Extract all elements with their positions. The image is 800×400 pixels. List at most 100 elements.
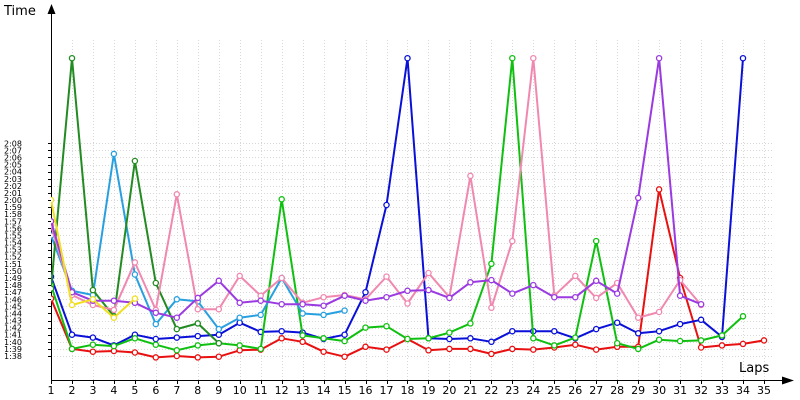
tick-labels: 1:381:391:401:411:421:431:441:451:461:47…: [4, 139, 771, 397]
y-tick-label: 1:41: [4, 331, 22, 340]
y-tick-label: 1:40: [4, 338, 22, 347]
data-point: [131, 271, 139, 278]
x-tick-label: 9: [215, 384, 222, 397]
data-point: [68, 345, 76, 353]
data-point: [655, 186, 663, 193]
x-tick-label: 10: [233, 384, 247, 397]
x-tick-label: 8: [194, 384, 201, 397]
data-point: [362, 324, 369, 331]
data-point: [194, 332, 202, 340]
data-point: [739, 54, 747, 62]
data-point: [341, 307, 348, 314]
y-tick-label: 1:50: [4, 267, 22, 276]
x-tick-label: 22: [484, 384, 498, 397]
data-point: [467, 172, 474, 180]
data-point: [760, 337, 768, 344]
data-point: [572, 341, 579, 348]
y-tick-label: 1:51: [4, 260, 22, 269]
y-tick-label: 1:43: [4, 317, 22, 326]
data-point: [509, 54, 516, 62]
data-point: [341, 353, 348, 360]
data-point: [509, 290, 516, 297]
y-tick-label: 2:03: [4, 175, 22, 184]
data-point: [236, 299, 243, 307]
x-tick-label: 11: [254, 384, 268, 397]
y-tick-label: 2:01: [4, 189, 22, 198]
data-point: [634, 314, 642, 321]
data-point: [739, 313, 747, 320]
x-tick-label: 14: [317, 384, 331, 397]
data-point: [425, 286, 432, 294]
data-point: [320, 335, 327, 342]
x-tick-label: 21: [463, 384, 477, 397]
data-point: [215, 353, 223, 360]
y-tick-label: 2:07: [4, 146, 22, 155]
y-tick-label: 1:47: [4, 288, 22, 297]
data-point: [320, 348, 327, 355]
data-point: [551, 327, 558, 335]
series-line: [51, 57, 744, 352]
data-point: [278, 335, 285, 342]
x-axis-label: Laps: [739, 361, 769, 376]
y-tick-label: 1:57: [4, 217, 22, 226]
data-point: [446, 335, 453, 343]
y-tick-label: 1:49: [4, 274, 22, 283]
x-tick-label: 18: [400, 384, 414, 397]
data-point: [655, 308, 663, 316]
data-point: [110, 314, 118, 321]
x-tick-label: 26: [568, 384, 582, 397]
data-point: [236, 272, 243, 280]
data-point: [676, 292, 684, 299]
y-tick-label: 1:44: [4, 309, 22, 318]
data-point: [467, 320, 474, 327]
x-tick-label: 19: [421, 384, 435, 397]
data-point: [467, 345, 474, 353]
x-tick-label: 32: [694, 384, 708, 397]
x-tick-label: 30: [652, 384, 666, 397]
series-line: [51, 57, 744, 347]
data-point: [488, 350, 495, 358]
y-tick-label: 2:04: [4, 168, 22, 177]
data-point: [613, 290, 621, 297]
x-tick-label: 2: [68, 384, 75, 397]
data-point: [173, 352, 181, 360]
data-point: [152, 309, 160, 317]
data-point: [68, 331, 76, 338]
data-point: [530, 281, 537, 289]
data-point: [530, 335, 537, 342]
data-point: [509, 237, 516, 245]
data-point: [592, 237, 600, 245]
data-point: [362, 288, 369, 296]
data-point: [236, 314, 243, 321]
data-point: [362, 297, 369, 304]
data-point: [131, 259, 139, 266]
data-point: [530, 54, 537, 62]
data-point: [173, 314, 181, 321]
data-point: [257, 311, 264, 319]
series-lines: [51, 54, 768, 361]
data-point: [194, 305, 202, 313]
data-point: [152, 335, 160, 343]
data-point: [341, 331, 348, 338]
x-tick-label: 7: [173, 384, 180, 397]
data-point: [194, 342, 202, 349]
data-point: [697, 300, 705, 308]
data-point: [320, 293, 327, 301]
data-point: [572, 272, 579, 280]
data-point: [152, 320, 160, 328]
x-tick-label: 35: [757, 384, 771, 397]
series-line: [51, 57, 702, 319]
data-point: [341, 292, 348, 299]
data-point: [383, 273, 390, 280]
data-point: [89, 296, 97, 303]
data-point: [236, 342, 243, 349]
data-point: [215, 325, 223, 333]
data-point: [173, 334, 181, 341]
data-point: [446, 329, 453, 336]
data-point: [572, 293, 579, 301]
series-3: [51, 54, 747, 354]
data-point: [215, 331, 223, 338]
data-point: [509, 327, 516, 335]
y-tick-label: 1:53: [4, 246, 22, 255]
data-point: [718, 332, 726, 339]
